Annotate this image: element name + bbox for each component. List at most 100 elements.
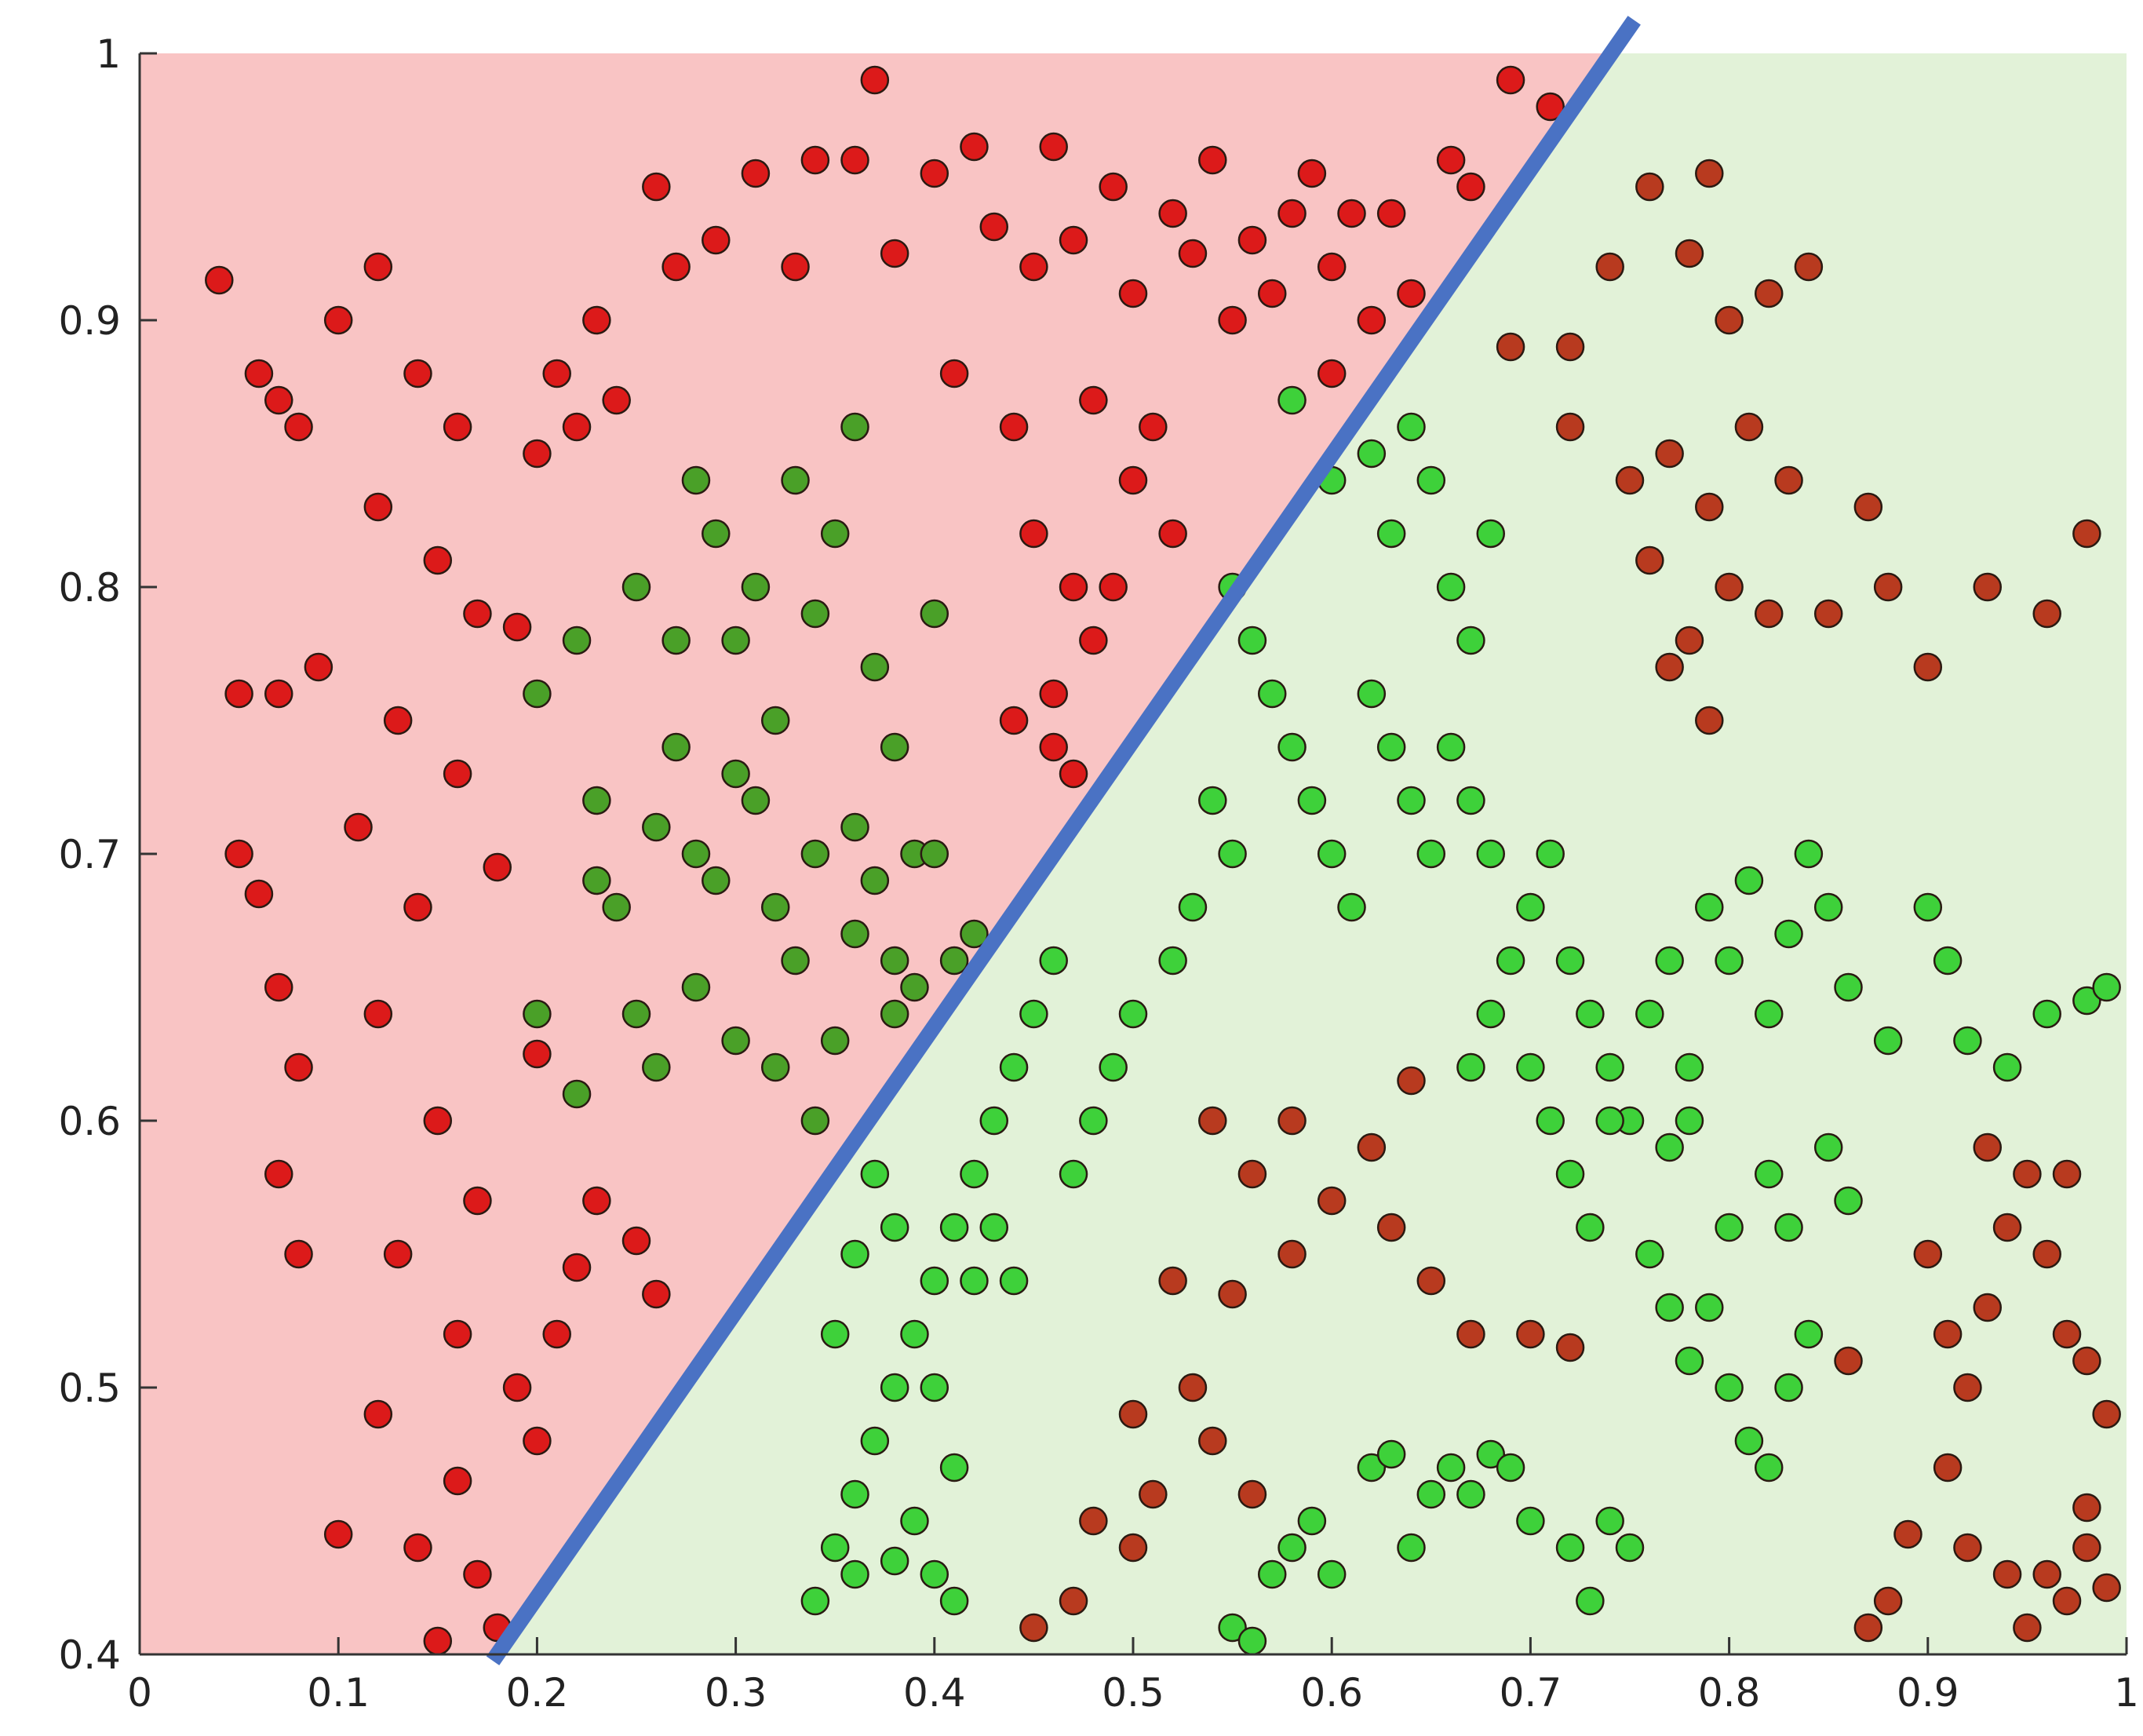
scatter-point: [1794, 839, 1824, 869]
scatter-point: [1357, 1453, 1387, 1483]
scatter-point: [523, 439, 552, 469]
scatter-point: [1317, 252, 1347, 282]
scatter-point: [304, 652, 333, 682]
scatter-point: [1715, 305, 1744, 335]
scatter-point: [1158, 199, 1187, 228]
scatter-point: [1158, 1266, 1187, 1296]
scatter-point: [1555, 1159, 1585, 1189]
scatter-point: [939, 1586, 969, 1616]
scatter-point: [1257, 679, 1287, 709]
scatter-point: [860, 652, 890, 682]
scatter-point: [840, 1479, 869, 1509]
scatter-point: [443, 759, 472, 789]
scatter-point: [702, 225, 731, 255]
scatter-point: [1834, 1346, 1863, 1376]
scatter-point: [1139, 412, 1168, 442]
x-tick-label: 0.3: [705, 1670, 767, 1716]
scatter-point: [1675, 1346, 1704, 1376]
scatter-point: [403, 359, 432, 388]
scatter-point: [1059, 572, 1088, 602]
scatter-point: [820, 519, 850, 549]
scatter-point: [1774, 465, 1803, 495]
scatter-point: [1059, 225, 1088, 255]
scatter-point: [523, 1426, 552, 1456]
scatter-point: [363, 252, 393, 282]
scatter-point: [860, 1426, 890, 1456]
scatter-point: [1794, 1319, 1824, 1349]
scatter-point: [1953, 1533, 1982, 1563]
scatter-point: [920, 159, 949, 188]
scatter-point: [2092, 972, 2121, 1002]
scatter-point: [602, 385, 631, 415]
scatter-point: [880, 1546, 909, 1576]
x-tick-label: 0.7: [1500, 1670, 1562, 1716]
scatter-point: [443, 1319, 472, 1349]
scatter-point: [1675, 625, 1704, 655]
scatter-point: [960, 919, 989, 949]
scatter-point: [284, 1239, 313, 1269]
scatter-point: [502, 612, 532, 642]
x-tick-label: 1: [2114, 1670, 2139, 1716]
y-tick-label: 0.5: [58, 1366, 121, 1411]
scatter-point: [344, 812, 373, 842]
scatter-point: [602, 892, 631, 922]
scatter-point: [284, 1052, 313, 1082]
scatter-point: [1118, 279, 1148, 308]
scatter-point: [2032, 999, 2061, 1029]
scatter-point: [1893, 1519, 1923, 1549]
scatter-point: [840, 919, 869, 949]
scatter-point: [721, 625, 750, 655]
scatter-point: [1695, 706, 1724, 735]
scatter-point: [1516, 1319, 1545, 1349]
scatter-point: [642, 1279, 671, 1309]
scatter-point: [820, 1533, 850, 1563]
scatter-point: [1933, 1319, 1963, 1349]
scatter-point: [1615, 465, 1645, 495]
y-tick-label: 0.6: [58, 1099, 121, 1144]
scatter-point: [1476, 519, 1506, 549]
scatter-point: [1933, 1453, 1963, 1483]
scatter-point: [1357, 439, 1387, 469]
scatter-point: [1357, 679, 1387, 709]
scatter-point: [661, 625, 691, 655]
scatter-point: [999, 1266, 1029, 1296]
scatter-point: [403, 892, 432, 922]
scatter-point: [840, 412, 869, 442]
scatter-point: [1754, 1159, 1784, 1189]
scatter-point: [979, 212, 1009, 242]
scatter-point: [443, 412, 472, 442]
scatter-point: [1079, 385, 1108, 415]
scatter-point: [1297, 1506, 1327, 1536]
scatter-point: [1536, 92, 1565, 122]
scatter-point: [363, 999, 393, 1029]
x-tick-label: 0.1: [307, 1670, 370, 1716]
scatter-point: [1873, 572, 1903, 602]
scatter-point: [1715, 1373, 1744, 1402]
scatter-point: [1635, 1239, 1664, 1269]
scatter-point: [1675, 1106, 1704, 1136]
scatter-point: [523, 1039, 552, 1069]
scatter-point: [1754, 999, 1784, 1029]
scatter-point: [1873, 1026, 1903, 1056]
scatter-point: [383, 1239, 413, 1269]
scatter-point: [2072, 986, 2101, 1016]
scatter-point: [1555, 1533, 1585, 1563]
scatter-point: [1992, 1052, 2022, 1082]
scatter-point: [2072, 1493, 2101, 1523]
scatter-point: [1456, 1052, 1485, 1082]
scatter-point: [1734, 1426, 1764, 1456]
scatter-point: [939, 1453, 969, 1483]
scatter-point: [224, 679, 253, 709]
scatter-point: [1397, 412, 1426, 442]
scatter-point: [1635, 172, 1664, 202]
scatter-point: [264, 1159, 293, 1189]
scatter-point: [1913, 892, 1943, 922]
scatter-point: [1496, 946, 1525, 976]
scatter-points: [205, 65, 2121, 1656]
scatter-point: [880, 732, 909, 762]
scatter-point: [1615, 1533, 1645, 1563]
x-tick-label: 0.6: [1300, 1670, 1363, 1716]
scatter-point: [224, 839, 253, 869]
scatter-point: [1555, 1333, 1585, 1362]
